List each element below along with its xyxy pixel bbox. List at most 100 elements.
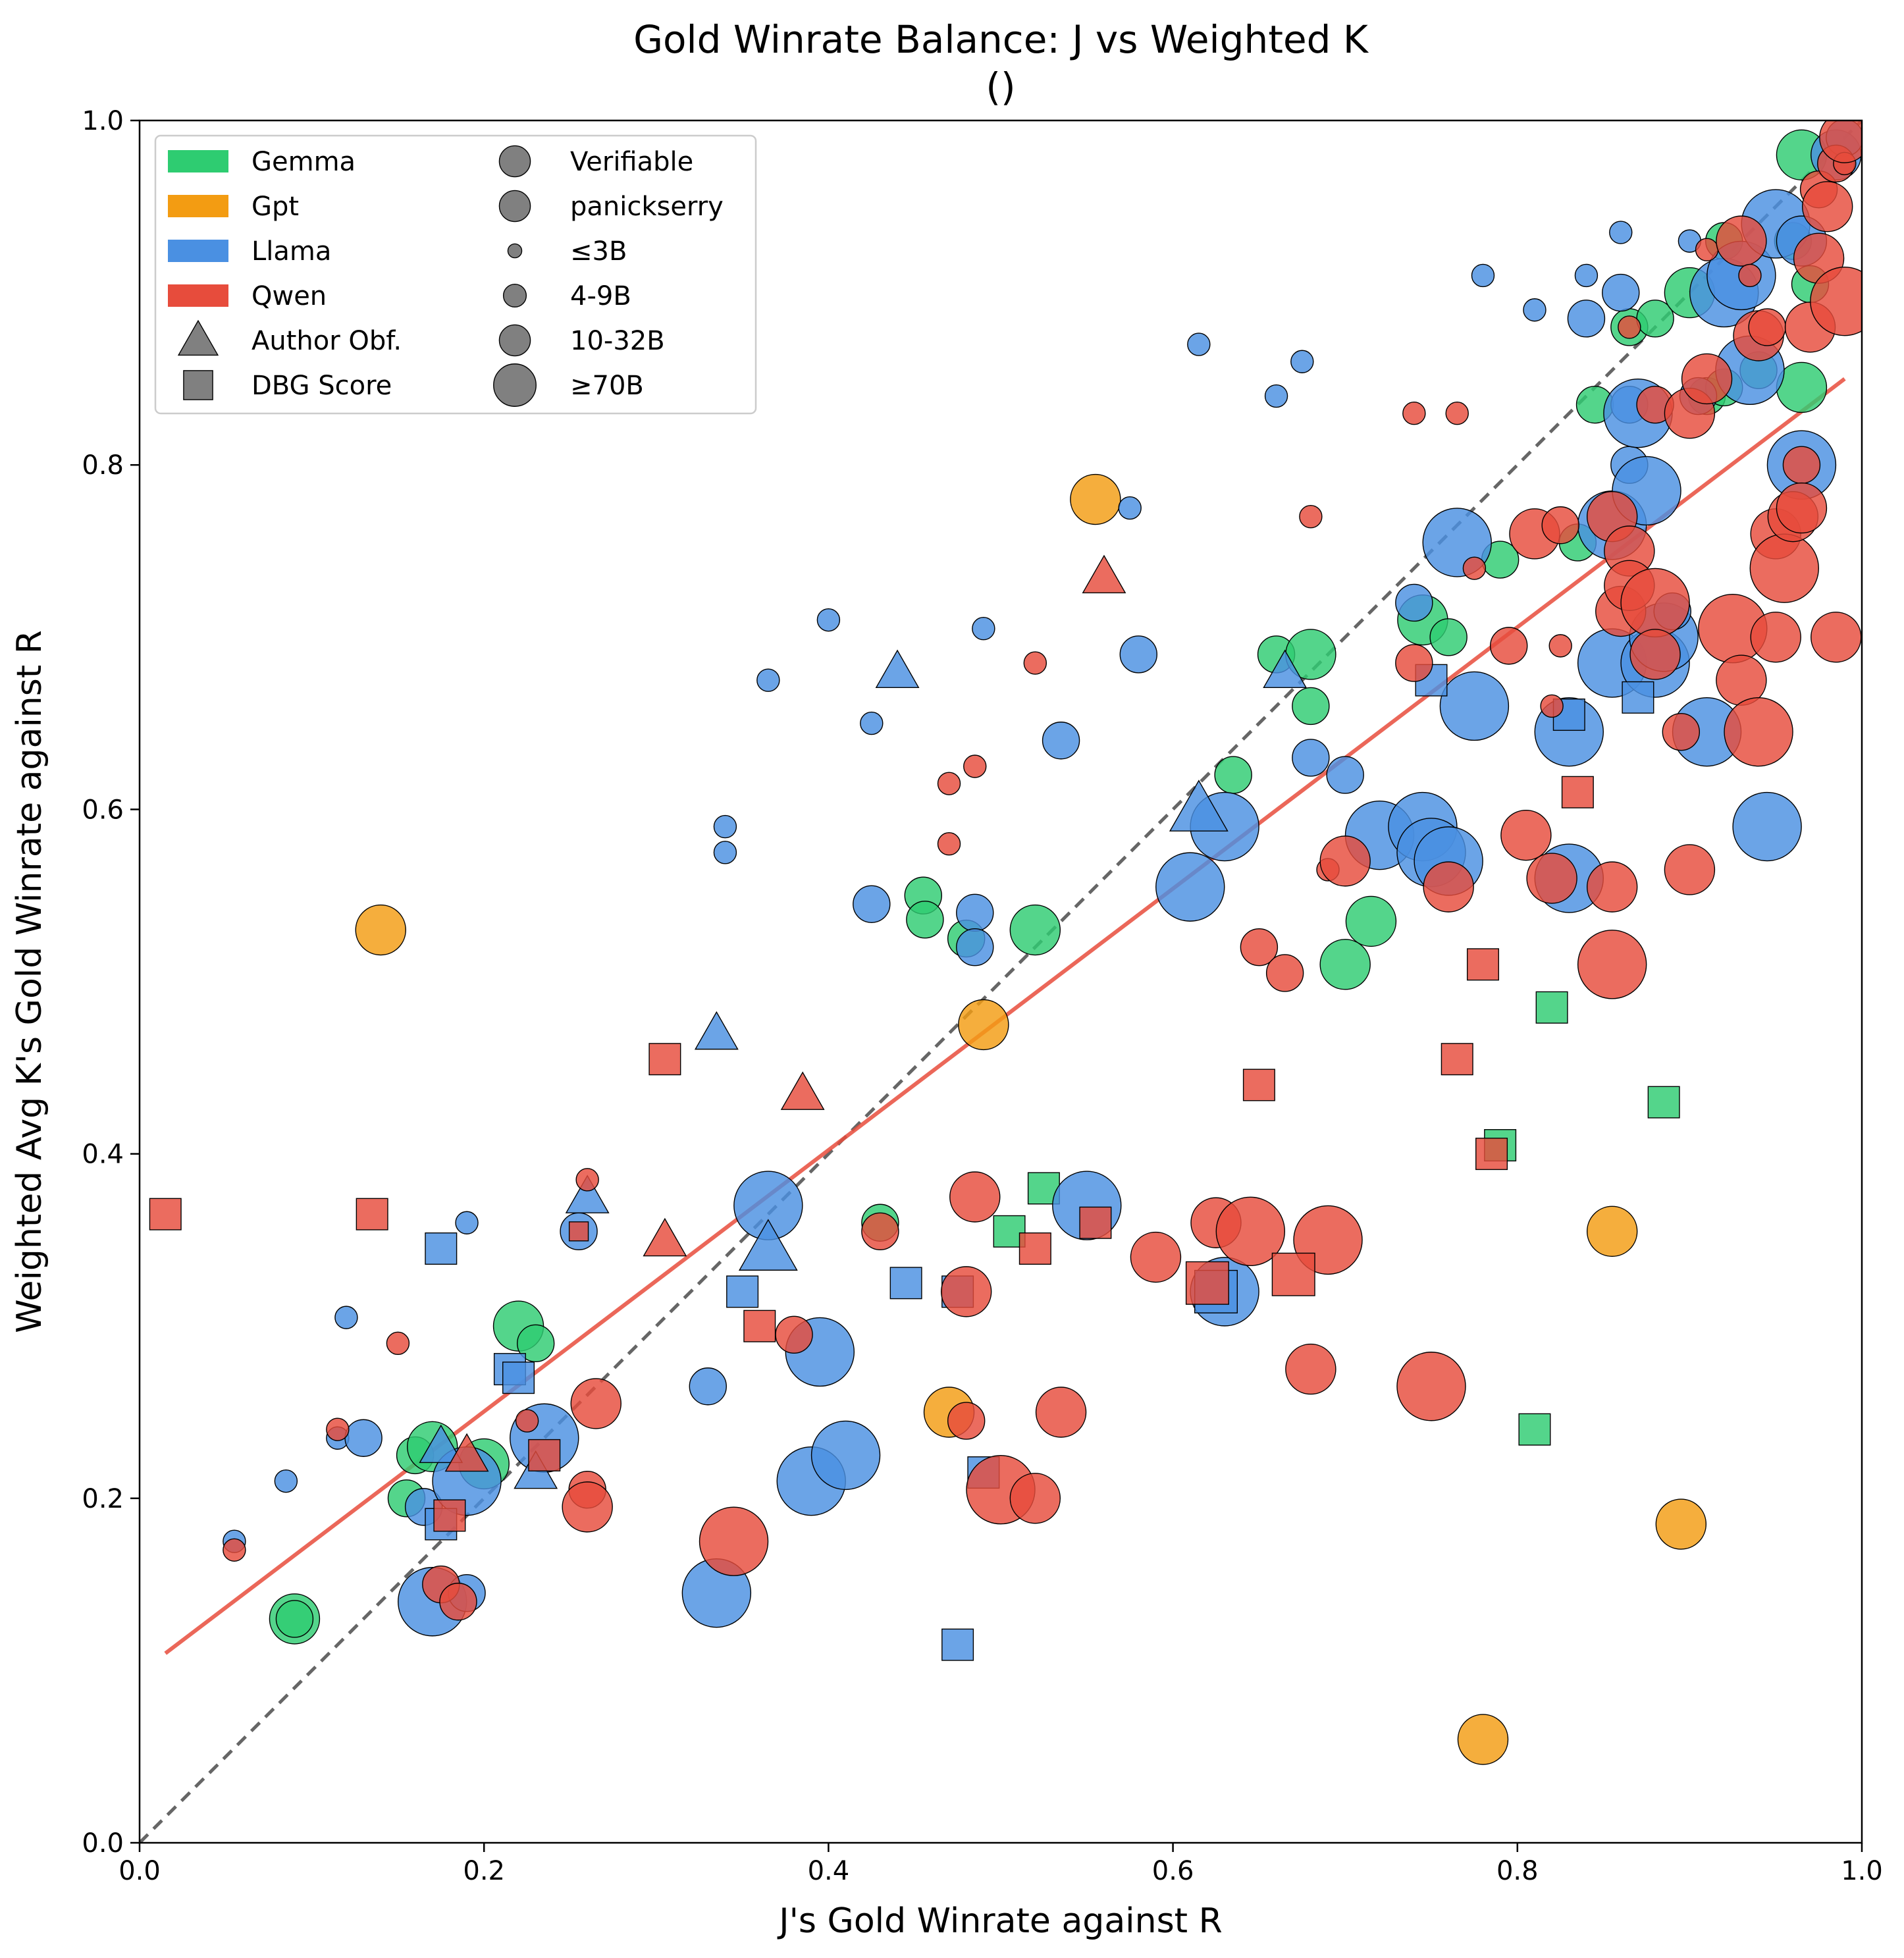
data-point xyxy=(937,832,961,856)
legend-swatch-gpt xyxy=(168,195,228,217)
data-point xyxy=(941,1628,974,1661)
data-point xyxy=(949,1171,1001,1223)
data-point xyxy=(1716,215,1767,267)
data-point xyxy=(1750,612,1801,663)
data-point xyxy=(743,1310,776,1342)
data-point xyxy=(1445,402,1469,425)
data-point xyxy=(1724,697,1793,767)
data-point xyxy=(1577,930,1647,999)
y-tick-label: 0.8 xyxy=(82,450,124,481)
data-point xyxy=(1018,1232,1051,1265)
data-point xyxy=(947,1402,986,1440)
data-point xyxy=(860,711,884,735)
data-point xyxy=(972,617,995,641)
data-point xyxy=(1541,506,1579,544)
data-points xyxy=(149,120,1862,1765)
data-point xyxy=(1681,353,1733,405)
data-point xyxy=(1620,568,1690,638)
data-point xyxy=(1271,1252,1315,1296)
series-gpt xyxy=(355,473,1707,1765)
data-point xyxy=(906,901,944,939)
data-point xyxy=(775,1315,813,1354)
data-point xyxy=(223,1538,246,1562)
data-point xyxy=(861,1212,899,1251)
x-tick-label: 0.8 xyxy=(1496,1856,1539,1886)
data-point xyxy=(1035,1387,1087,1438)
data-point xyxy=(1629,629,1681,680)
data-point xyxy=(1169,780,1229,832)
data-point xyxy=(1471,263,1495,288)
data-point xyxy=(1214,756,1252,794)
data-point xyxy=(1439,671,1510,741)
data-point xyxy=(940,1266,992,1317)
legend-swatch-llama xyxy=(168,240,228,262)
data-point xyxy=(1561,776,1594,808)
plot-frame xyxy=(138,119,1863,1844)
data-point xyxy=(1811,612,1862,663)
data-point xyxy=(355,904,406,956)
data-point xyxy=(689,1367,727,1406)
data-point xyxy=(1319,939,1371,990)
data-point xyxy=(1326,756,1364,794)
data-point xyxy=(1655,1498,1707,1550)
data-point xyxy=(149,1198,182,1230)
data-point xyxy=(1130,1231,1182,1283)
data-point xyxy=(937,772,961,795)
x-tick-label: 0.0 xyxy=(119,1856,161,1886)
data-point xyxy=(1810,266,1862,336)
data-point xyxy=(1586,861,1638,913)
legend-label: panickserry xyxy=(570,192,724,222)
data-point xyxy=(1263,649,1308,688)
data-point xyxy=(1535,991,1568,1024)
legend-label: Gpt xyxy=(251,192,299,222)
y-tick-label: 0.2 xyxy=(82,1484,124,1514)
data-point xyxy=(1618,315,1641,339)
data-point xyxy=(1023,651,1047,675)
legend-label: Verifiable xyxy=(570,147,693,177)
data-point xyxy=(1548,634,1572,658)
legend-size-marker xyxy=(498,190,531,223)
data-point xyxy=(713,814,737,839)
data-point xyxy=(1292,739,1330,777)
data-point xyxy=(1265,954,1304,992)
legend-label: Qwen xyxy=(251,281,327,311)
x-tick-label: 1.0 xyxy=(1841,1856,1883,1886)
data-point xyxy=(1664,844,1716,895)
data-point xyxy=(562,1481,613,1533)
data-point xyxy=(713,841,737,864)
x-axis-label: J's Gold Winrate against R xyxy=(777,1901,1222,1941)
data-point xyxy=(516,1324,555,1363)
data-point xyxy=(1749,533,1819,603)
data-point xyxy=(1240,928,1279,966)
data-point xyxy=(1602,273,1640,312)
data-point xyxy=(1396,1352,1466,1421)
data-point xyxy=(425,1232,458,1265)
legend-size-marker xyxy=(498,145,531,178)
data-point xyxy=(1782,446,1821,484)
data-point xyxy=(334,1306,358,1329)
legend-label: 4-9B xyxy=(570,281,631,311)
y-tick-label: 0.0 xyxy=(82,1828,124,1859)
data-point xyxy=(958,999,1009,1051)
data-point xyxy=(575,1168,599,1192)
y-tick-label: 0.4 xyxy=(82,1140,124,1170)
data-point xyxy=(275,1600,314,1638)
data-point xyxy=(816,608,841,632)
data-point xyxy=(1695,238,1719,261)
data-point xyxy=(386,1331,410,1356)
data-point xyxy=(1819,120,1862,163)
legend-label: Llama xyxy=(251,236,331,267)
data-point xyxy=(1500,809,1552,861)
data-point xyxy=(1242,1069,1275,1101)
data-point xyxy=(1523,298,1547,322)
data-point xyxy=(1395,583,1433,622)
data-point xyxy=(1299,504,1323,529)
data-point xyxy=(1423,861,1474,913)
data-point xyxy=(356,1198,388,1230)
chart-title: Gold Winrate Balance: J vs Weighted K xyxy=(633,17,1369,62)
data-point xyxy=(956,928,994,966)
data-point xyxy=(528,1439,561,1471)
y-tick-label: 1.0 xyxy=(82,106,124,136)
legend-label: Author Obf. xyxy=(251,326,402,356)
legend: Gemma Gpt Llama Qwen Author Obf. DBG Score Ver… xyxy=(154,134,757,415)
